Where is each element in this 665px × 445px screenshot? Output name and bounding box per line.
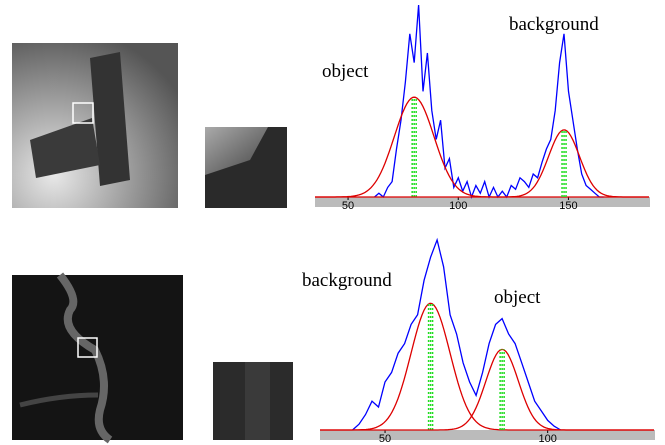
annotation: background xyxy=(302,270,392,291)
annotation: background xyxy=(509,14,599,35)
x-tick-label: 100 xyxy=(449,200,467,212)
annotation: object xyxy=(322,61,369,82)
x-tick-label: 150 xyxy=(559,200,577,212)
x-axis-bar xyxy=(320,430,655,440)
figure: object background background object 50 10… xyxy=(0,0,665,445)
x-axis-bar xyxy=(315,197,650,207)
image-1 xyxy=(12,43,178,208)
gaussian-fit xyxy=(320,349,654,430)
x-tick-label: 50 xyxy=(342,200,354,212)
annotation: object xyxy=(494,287,541,308)
image-2 xyxy=(12,275,183,440)
gaussian-fit xyxy=(320,303,654,430)
x-tick-label: 50 xyxy=(379,433,391,445)
crop-2 xyxy=(213,362,293,440)
x-tick-label: 100 xyxy=(538,433,556,445)
crop-1 xyxy=(205,127,287,208)
histogram xyxy=(353,240,561,430)
gaussian-fit xyxy=(315,97,649,197)
